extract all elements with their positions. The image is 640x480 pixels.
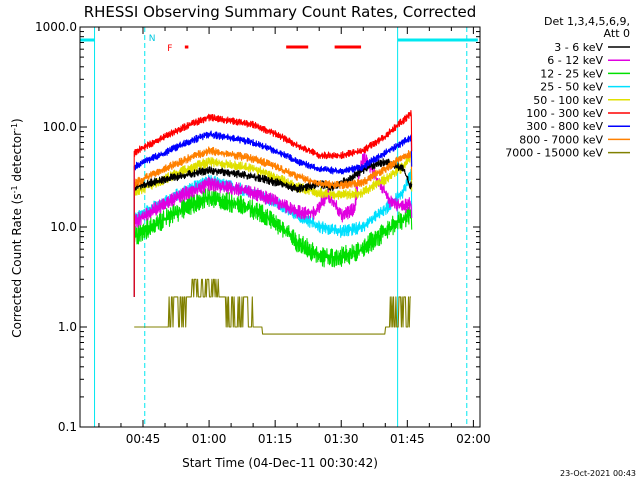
y-axis-label-end: ) (10, 118, 24, 123)
legend-header-line-1: Det 1,3,4,5,6,9, (544, 15, 630, 28)
x-axis-label: Start Time (04-Dec-11 00:30:42) (182, 456, 378, 470)
series-line-800-7000-kev (133, 146, 413, 297)
series-line-100-300-kev (133, 110, 413, 297)
y-tick-label: 1000.0 (35, 20, 77, 34)
x-tick-label: 01:15 (258, 432, 293, 446)
series-line-300-800-kev (133, 130, 413, 297)
night-flag-label: N (149, 34, 156, 44)
y-axis-label-main: Corrected Count Rate (s (10, 193, 24, 337)
footer-date: 23-Oct-2021 00:43 (560, 469, 636, 478)
series-line-7000-15000-kev (134, 278, 411, 335)
x-tick-label: 00:45 (126, 432, 161, 446)
x-tick-label: 01:45 (390, 432, 425, 446)
x-tick-label: 01:00 (192, 432, 227, 446)
legend-label: 12 - 25 keV (540, 67, 603, 80)
y-tick-label: 1.0 (58, 320, 77, 334)
y-axis-label-sup1: -1 (10, 185, 19, 193)
y-axis-label-sup2: -1 (10, 123, 19, 131)
legend-label: 7000 - 15000 keV (505, 147, 603, 160)
legend-label: 6 - 12 keV (547, 54, 603, 67)
legend-label: 100 - 300 keV (526, 107, 603, 120)
x-tick-label: 01:30 (324, 432, 359, 446)
legend-header-line-2: Att 0 (604, 27, 630, 40)
y-tick-label: 0.1 (58, 420, 77, 434)
flare-flag-label: F (167, 44, 172, 54)
legend-label: 50 - 100 keV (533, 94, 603, 107)
y-tick-label: 10.0 (50, 220, 77, 234)
y-axis-label-mid: detector (10, 131, 24, 186)
y-tick-label: 100.0 (43, 120, 77, 134)
legend-label: 300 - 800 keV (526, 120, 603, 133)
y-axis-label: Corrected Count Rate (s-1 detector-1) (10, 118, 25, 337)
legend-label: 25 - 50 keV (540, 81, 603, 94)
series-line-3-6-kev (133, 158, 413, 297)
series-line-12-25-kev (133, 187, 413, 297)
plot-frame (79, 26, 481, 428)
x-tick-label: 02:00 (456, 432, 491, 446)
legend-label: 800 - 7000 keV (519, 133, 603, 146)
series-line-50-100-kev (133, 152, 413, 297)
legend-label: 3 - 6 keV (554, 41, 603, 54)
chart-title: RHESSI Observing Summary Count Rates, Co… (84, 3, 477, 21)
plot-area: N F 0.1 1.0 10.0 100.0 1000.0 00:45 01:00 01:15 01… (35, 20, 491, 446)
